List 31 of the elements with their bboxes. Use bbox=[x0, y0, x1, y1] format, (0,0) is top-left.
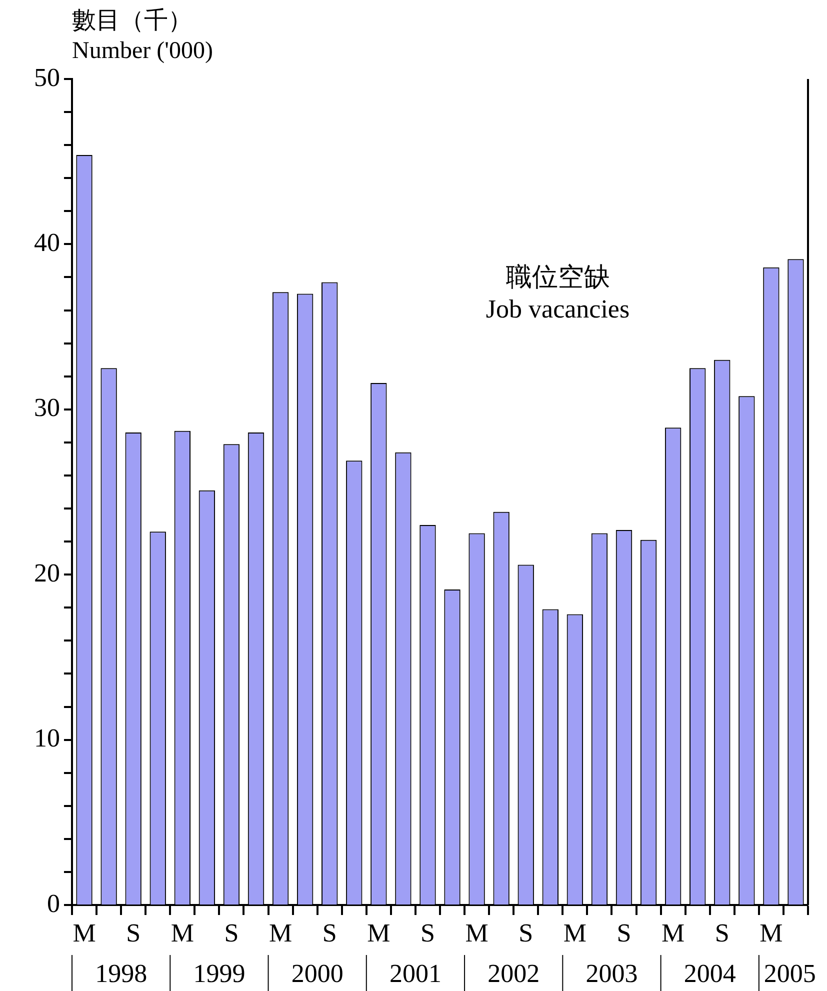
text: 2001 bbox=[389, 959, 442, 988]
text: 2003 bbox=[586, 959, 638, 988]
x-tick-label: S bbox=[518, 918, 534, 948]
x-tick-label: M bbox=[170, 918, 194, 948]
text: 2005 bbox=[764, 959, 816, 988]
y-tick-label: 20 bbox=[34, 558, 60, 588]
x-tick-label: S bbox=[714, 918, 730, 948]
y-tick-label: 30 bbox=[34, 393, 60, 422]
text: 1999 bbox=[193, 959, 246, 988]
y-axis-title: 數目（千） Number ('000) bbox=[72, 7, 213, 64]
x-tick-label: M bbox=[563, 918, 586, 948]
x-tick-label: S bbox=[322, 918, 337, 948]
y-tick-label: 40 bbox=[34, 228, 60, 258]
y-tick-label: 50 bbox=[34, 62, 60, 92]
x-tick-label: M bbox=[367, 918, 390, 948]
x-tick-label: S bbox=[420, 918, 435, 948]
text: 2002 bbox=[488, 959, 540, 988]
x-tick-label: M bbox=[662, 918, 685, 948]
x-tick-label: M bbox=[268, 918, 292, 948]
y-tick-label: 10 bbox=[34, 724, 60, 753]
text: 2000 bbox=[291, 959, 344, 988]
y-tick-label: 0 bbox=[47, 888, 60, 918]
annotation: 職位空缺 Job vacancies bbox=[486, 262, 630, 324]
x-tick-label: S bbox=[616, 918, 632, 948]
x-tick-label: S bbox=[224, 918, 239, 948]
x-tick-label: M bbox=[465, 918, 488, 948]
text: 1998 bbox=[95, 959, 148, 988]
x-tick-label: S bbox=[126, 918, 141, 948]
x-tick-label: M bbox=[72, 918, 96, 948]
x-tick-label: M bbox=[760, 918, 783, 948]
text: 2004 bbox=[684, 959, 736, 988]
